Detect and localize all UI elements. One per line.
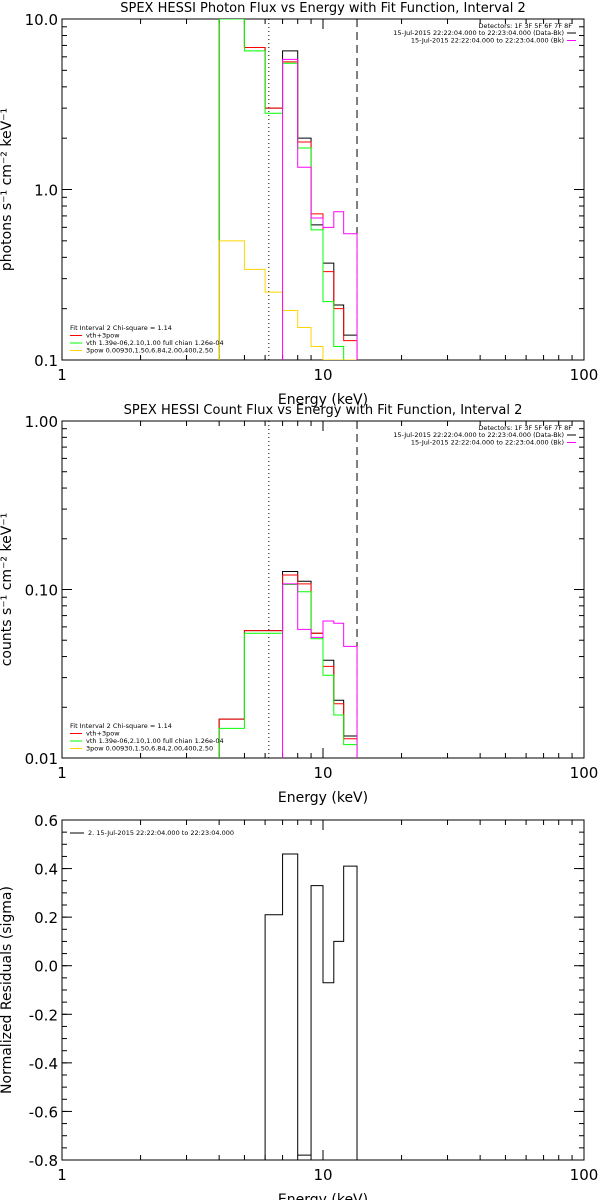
series-3-histogram [282, 583, 358, 758]
x-tick-label: 100 [570, 764, 599, 782]
y-tick-label: 0.01 [25, 750, 58, 768]
x-tick-label: 100 [570, 1166, 599, 1184]
legend-entry: 3pow 0.00930,1.50,6.84,2.00,400,2.50 [86, 745, 213, 753]
x-axis-label: Energy (keV) [278, 790, 368, 806]
plot-frame [61, 18, 585, 361]
series-1-histogram [218, 574, 358, 758]
legend-entry: 15-Jul-2015 22:22:04.000 to 22:23:04.000… [411, 439, 564, 447]
panel-3: 1 10 100 -0.8 -0.6 -0.4 -0.2 0.0 0.2 0.4 0.6 Energy… [0, 812, 598, 1200]
y-tick-label: 0.4 [34, 861, 58, 879]
panel-1: SPEX HESSI Photon Flux vs Energy with Fi… [0, 1, 598, 408]
detectors-legend-header: Detectors: 1F 3F 5F 6F 7F 8F [478, 424, 572, 432]
panel-2: SPEX HESSI Count Flux vs Energy with Fit… [0, 403, 598, 806]
y-tick-label: 1.0 [34, 182, 58, 200]
y-tick-label: 1.00 [25, 413, 58, 431]
series-0-histogram [264, 853, 358, 1160]
legend-entry: vth+3pow [86, 730, 120, 738]
y-tick-label: 10.0 [25, 11, 58, 29]
x-tick-label: 1 [57, 764, 67, 782]
chart-title: SPEX HESSI Photon Flux vs Energy with Fi… [120, 1, 526, 16]
y-tick-label: 0.0 [34, 958, 58, 976]
x-tick-label: 100 [570, 366, 599, 384]
series-1-histogram [218, 19, 358, 360]
x-tick-label: 1 [57, 366, 67, 384]
legend-entry: vth 1.39e-06,2.10,1.00 full chian 1.26e-… [86, 339, 224, 347]
y-tick-label: 0.1 [34, 352, 58, 370]
plot-frame [61, 420, 585, 759]
series-0-histogram [218, 570, 358, 758]
series-2-histogram [218, 584, 358, 758]
chart-title: SPEX HESSI Count Flux vs Energy with Fit… [124, 403, 523, 418]
legend-entry: 15-Jul-2015 22:22:04.000 to 22:23:04.000… [393, 431, 564, 439]
y-tick-label: -0.6 [29, 1103, 58, 1121]
plot-frame [61, 819, 585, 1161]
detectors-legend-header: Detectors: 1F 3F 5F 6F 7F 8F [478, 22, 572, 30]
y-tick-label: -0.4 [29, 1055, 58, 1073]
y-tick-label: 0.6 [34, 812, 58, 830]
legend-entry: 15-Jul-2015 22:22:04.000 to 22:23:04.000… [393, 29, 564, 37]
series-3-histogram [218, 240, 358, 360]
fit-legend-header: Fit Interval 2 Chi-square = 1.14 [70, 722, 172, 730]
x-axis-label: Energy (keV) [278, 392, 368, 408]
y-tick-label: -0.8 [29, 1152, 58, 1170]
y-tick-label: -0.2 [29, 1006, 58, 1024]
legend-entry: vth 1.39e-06,2.10,1.00 full chian 1.26e-… [86, 737, 224, 745]
y-axis-label: counts s⁻¹ cm⁻² keV⁻¹ [0, 513, 15, 667]
legend-entry: 2. 15-Jul-2015 22:22:04.000 to 22:23:04.… [88, 829, 234, 837]
y-tick-label: 0.2 [34, 909, 58, 927]
legend-entry: 3pow 0.00930,1.50,6.84,2.00,400,2.50 [86, 347, 213, 355]
series-4-histogram [282, 58, 358, 360]
x-tick-label: 10 [313, 366, 332, 384]
y-axis-label: photons s⁻¹ cm⁻² keV⁻¹ [0, 108, 15, 271]
x-axis-label: Energy (keV) [278, 1192, 368, 1200]
legend-entry: 15-Jul-2015 22:22:04.000 to 22:23:04.000… [411, 37, 564, 45]
x-tick-label: 1 [57, 1166, 67, 1184]
legend-entry: vth+3pow [86, 332, 120, 340]
y-axis-label: Normalized Residuals (sigma) [0, 886, 15, 1094]
x-tick-label: 10 [313, 764, 332, 782]
y-tick-label: 0.10 [25, 582, 58, 600]
x-tick-label: 10 [313, 1166, 332, 1184]
fit-legend-header: Fit Interval 2 Chi-square = 1.14 [70, 324, 172, 332]
